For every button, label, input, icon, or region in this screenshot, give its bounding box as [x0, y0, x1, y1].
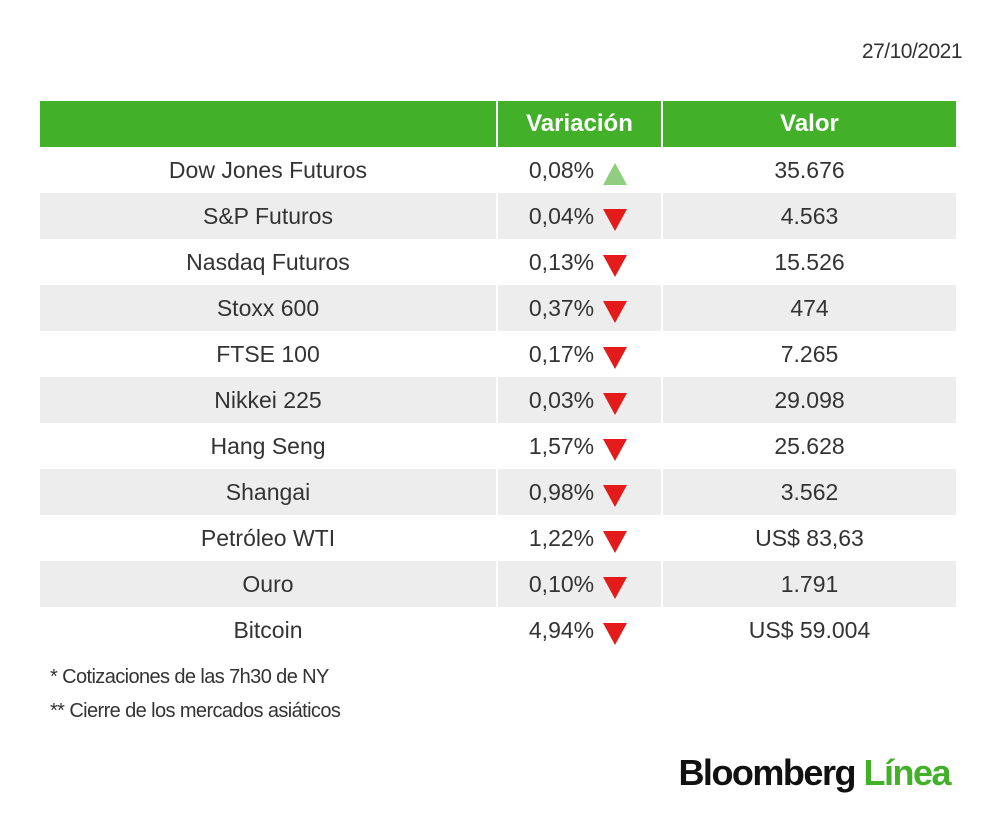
table-row: Dow Jones Futuros 0,08% 35.676	[40, 147, 956, 193]
row-variation-cell: 1,22%	[497, 515, 663, 561]
arrow-up-icon	[600, 161, 630, 187]
arrow-down-icon	[600, 437, 630, 463]
row-variation: 1,22%	[528, 524, 595, 551]
footnote-asian-markets: ** Cierre de los mercados asiáticos	[50, 700, 341, 722]
header-value: Valor	[662, 101, 956, 147]
table-row: Shangai 0,98% 3.562	[40, 469, 956, 515]
row-name: Hang Seng	[40, 423, 498, 469]
table-row: Hang Seng 1,57% 25.628	[40, 423, 956, 469]
row-variation-cell: 0,98%	[497, 469, 663, 515]
row-variation: 0,17%	[528, 340, 595, 367]
row-variation-cell: 0,04%	[497, 193, 663, 239]
footnotes: * Cotizaciones de las 7h30 de NY ** Cier…	[50, 660, 341, 728]
arrow-down-icon	[600, 575, 630, 601]
table-row: Petróleo WTI 1,22% US$ 83,63	[40, 515, 956, 561]
row-value: 1.791	[662, 561, 956, 607]
arrow-down-icon	[600, 345, 630, 371]
arrow-down-icon	[600, 483, 630, 509]
logo-brand: Bloomberg	[678, 752, 856, 793]
table-row: Stoxx 600 0,37% 474	[40, 285, 956, 331]
arrow-down-icon	[600, 299, 630, 325]
row-variation-cell: 0,13%	[497, 239, 663, 285]
market-table: Variación Valor Dow Jones Futuros 0,08% …	[40, 101, 956, 653]
row-value: 25.628	[662, 423, 956, 469]
row-variation: 0,04%	[528, 202, 595, 229]
row-value: 474	[662, 285, 956, 331]
row-name: Bitcoin	[40, 607, 498, 653]
row-name: Nasdaq Futuros	[40, 239, 498, 285]
header-name	[40, 101, 498, 147]
row-variation-cell: 0,17%	[497, 331, 663, 377]
table-row: Bitcoin 4,94% US$ 59.004	[40, 607, 956, 653]
row-variation: 0,03%	[528, 386, 595, 413]
row-name: Nikkei 225	[40, 377, 498, 423]
bloomberg-linea-logo: Bloomberg Línea	[678, 752, 951, 794]
date-label: 27/10/2021	[861, 40, 963, 63]
row-variation: 4,94%	[528, 616, 595, 643]
table-row: FTSE 100 0,17% 7.265	[40, 331, 956, 377]
header-variation: Variación	[497, 101, 663, 147]
footnote-quotes: * Cotizaciones de las 7h30 de NY	[50, 666, 329, 688]
arrow-down-icon	[600, 253, 630, 279]
row-name: Shangai	[40, 469, 498, 515]
row-variation: 0,37%	[528, 294, 595, 321]
arrow-down-icon	[600, 207, 630, 233]
row-variation-cell: 0,10%	[497, 561, 663, 607]
row-variation: 0,98%	[528, 478, 595, 505]
table-row: Nikkei 225 0,03% 29.098	[40, 377, 956, 423]
row-value: US$ 83,63	[662, 515, 956, 561]
arrow-down-icon	[600, 621, 630, 647]
row-value: 29.098	[662, 377, 956, 423]
row-variation-cell: 0,03%	[497, 377, 663, 423]
row-name: Ouro	[40, 561, 498, 607]
row-value: 3.562	[662, 469, 956, 515]
row-variation: 0,13%	[528, 248, 595, 275]
row-variation: 0,08%	[528, 156, 595, 183]
row-variation: 0,10%	[528, 570, 595, 597]
row-value: 35.676	[662, 147, 956, 193]
table-header-row: Variación Valor	[40, 101, 956, 147]
row-variation-cell: 0,37%	[497, 285, 663, 331]
row-value: 4.563	[662, 193, 956, 239]
row-value: 15.526	[662, 239, 956, 285]
table-row: Nasdaq Futuros 0,13% 15.526	[40, 239, 956, 285]
row-name: S&P Futuros	[40, 193, 498, 239]
table-row: S&P Futuros 0,04% 4.563	[40, 193, 956, 239]
row-name: Stoxx 600	[40, 285, 498, 331]
row-variation-cell: 1,57%	[497, 423, 663, 469]
arrow-down-icon	[600, 529, 630, 555]
row-variation: 1,57%	[528, 432, 595, 459]
logo-suffix: Línea	[863, 752, 951, 793]
row-value: 7.265	[662, 331, 956, 377]
row-value: US$ 59.004	[662, 607, 956, 653]
row-variation-cell: 4,94%	[497, 607, 663, 653]
row-name: Petróleo WTI	[40, 515, 498, 561]
row-name: Dow Jones Futuros	[40, 147, 498, 193]
table-row: Ouro 0,10% 1.791	[40, 561, 956, 607]
row-variation-cell: 0,08%	[497, 147, 663, 193]
row-name: FTSE 100	[40, 331, 498, 377]
arrow-down-icon	[600, 391, 630, 417]
